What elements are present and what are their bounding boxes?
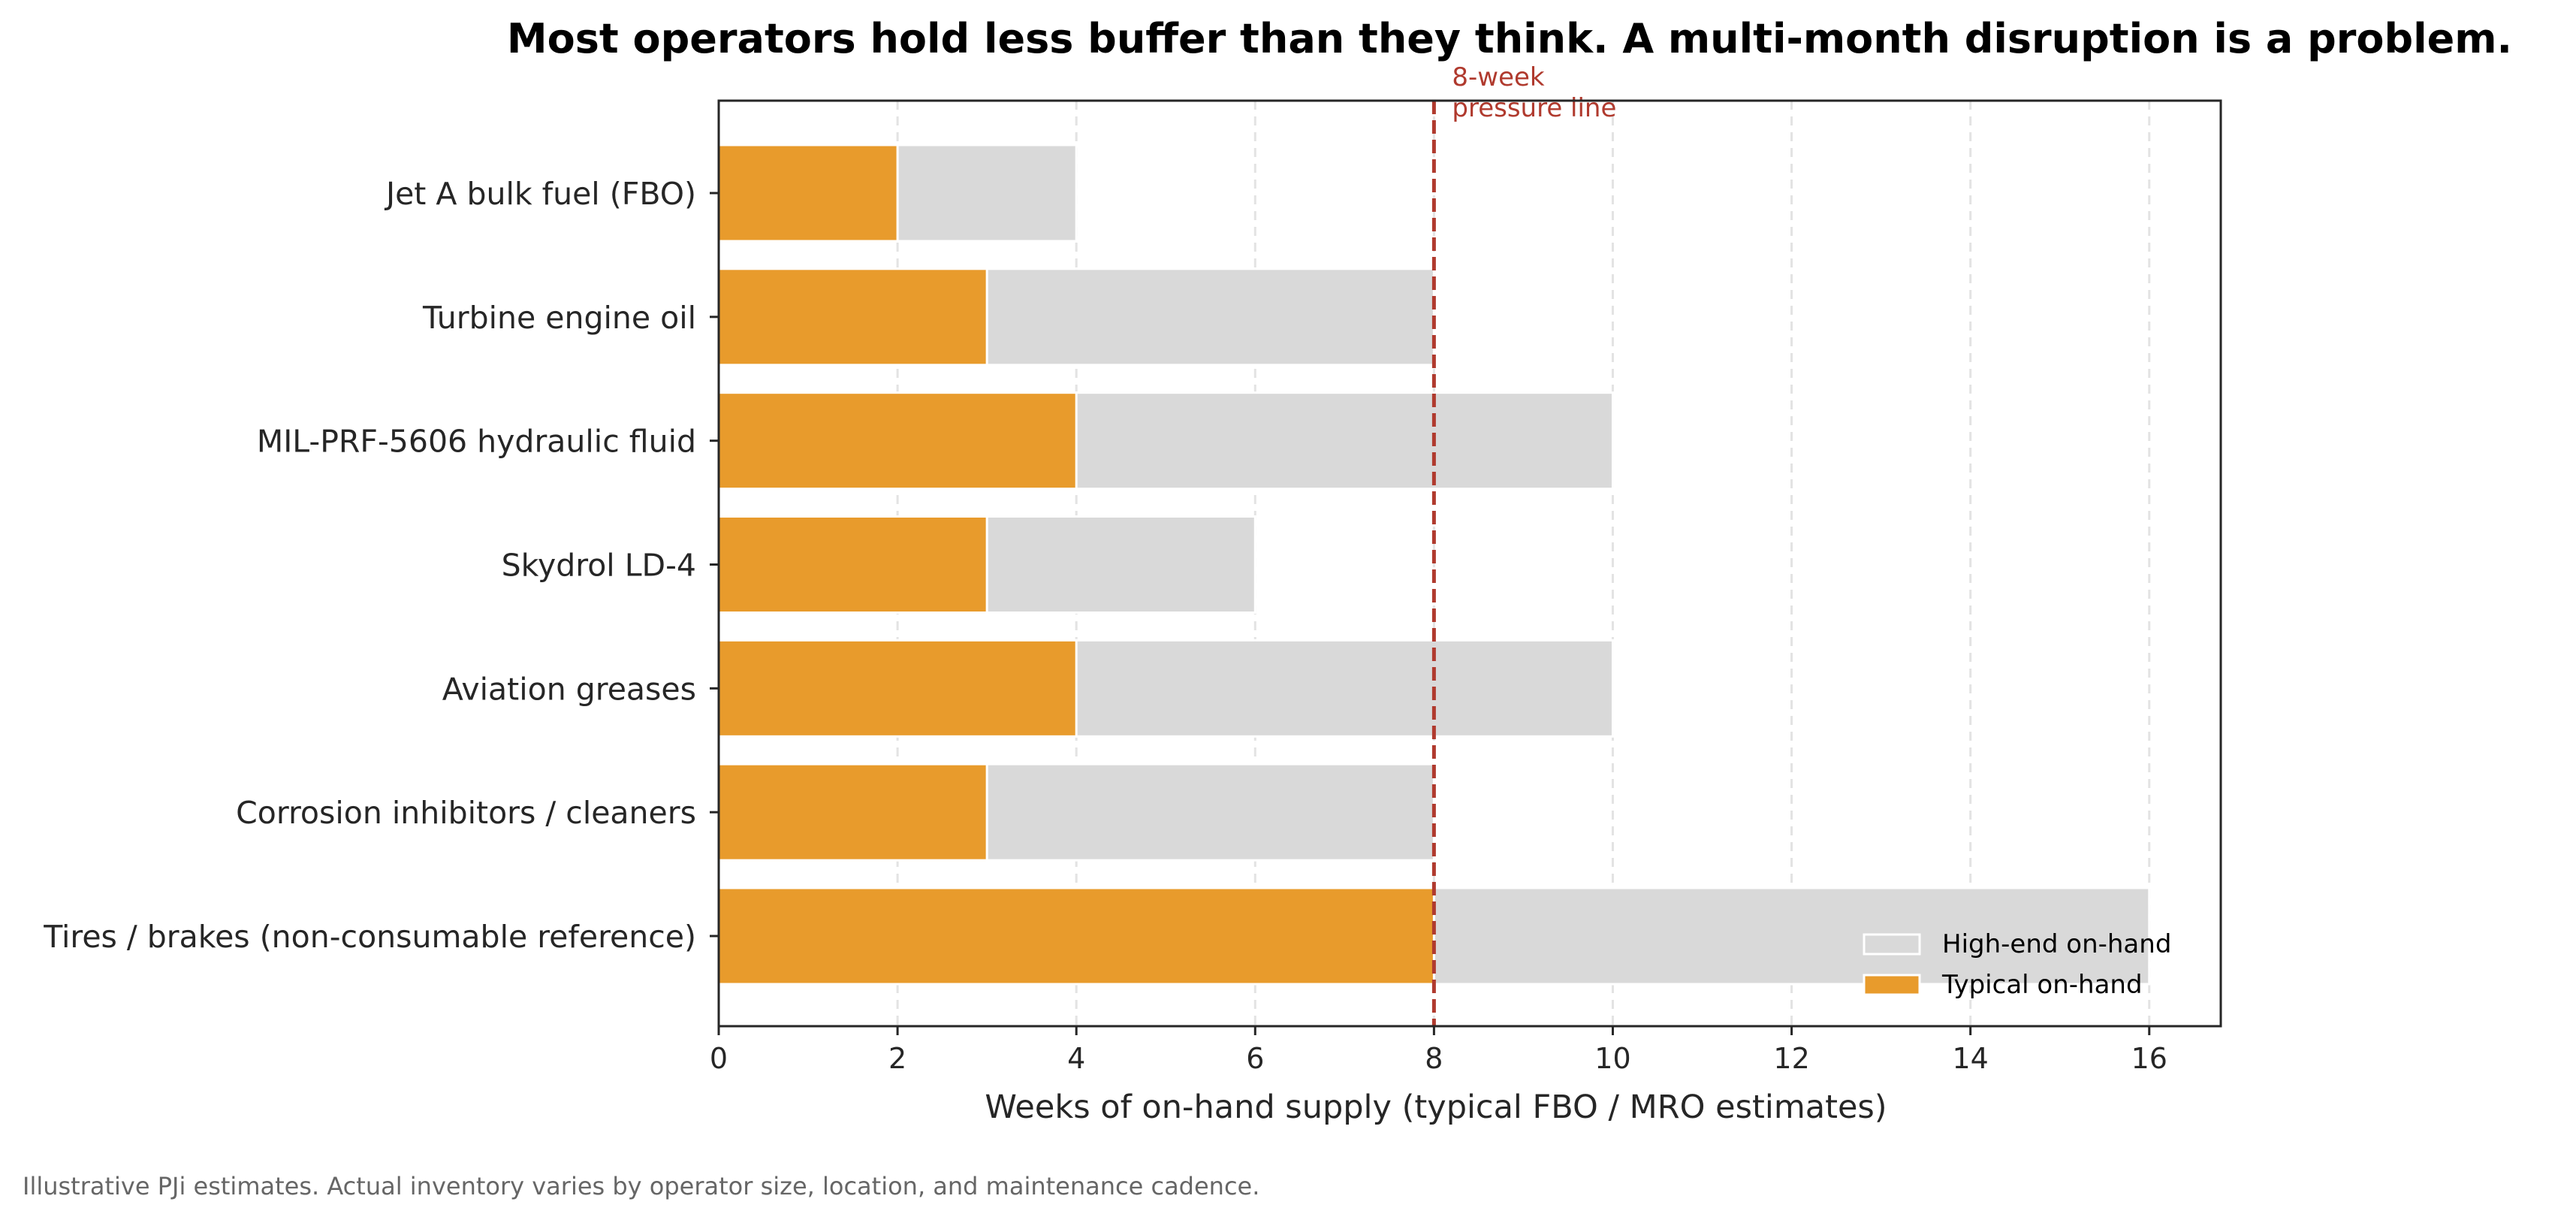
y-tick-label: Corrosion inhibitors / cleaners (236, 795, 696, 831)
legend-swatch-1 (1863, 974, 1921, 996)
x-tick-label: 4 (1067, 1042, 1085, 1075)
bars-layer (717, 143, 2151, 986)
bar-typical-6 (717, 886, 1435, 986)
axes-layer: Jet A bulk fuel (FBO) Turbine engine oil M… (43, 99, 2222, 1075)
y-tick-label: Turbine engine oil (422, 300, 696, 336)
bar-typical-0 (717, 143, 899, 243)
x-tick-label: 12 (1773, 1042, 1809, 1075)
x-tick-label: 10 (1594, 1042, 1630, 1075)
bar-typical-5 (717, 762, 988, 862)
reference-line-label: 8-week (1452, 62, 1545, 92)
bar-typical-2 (717, 391, 1078, 491)
legend-label-0: High-end on-hand (1942, 929, 2171, 959)
reference-line-label: pressure line (1452, 93, 1616, 123)
footnote: Illustrative PJi estimates. Actual inven… (23, 1172, 1259, 1200)
x-tick-label: 0 (710, 1042, 728, 1075)
legend: High-end on-hand Typical on-hand (1863, 929, 2171, 1000)
legend-swatch-0 (1863, 933, 1921, 956)
y-tick-label: Skydrol LD-4 (502, 548, 696, 584)
chart-title: Most operators hold less buffer than the… (507, 15, 2512, 62)
bar-typical-3 (717, 515, 988, 614)
x-tick-label: 16 (2131, 1042, 2167, 1075)
x-tick-label: 2 (888, 1042, 906, 1075)
legend-label-1: Typical on-hand (1941, 970, 2143, 1000)
x-tick-label: 6 (1246, 1042, 1264, 1075)
y-tick-label: Jet A bulk fuel (FBO) (384, 176, 696, 212)
x-axis-label: Weeks of on-hand supply (typical FBO / M… (985, 1089, 1887, 1126)
bar-typical-4 (717, 639, 1078, 738)
x-tick-label: 14 (1952, 1042, 1988, 1075)
y-tick-label: Aviation greases (442, 671, 696, 707)
plot-frame (717, 99, 2222, 1028)
bar-typical-1 (717, 267, 988, 367)
x-tick-label: 8 (1425, 1042, 1443, 1075)
y-tick-label: Tires / brakes (non-consumable reference… (43, 919, 696, 955)
y-tick-label: MIL-PRF-5606 hydraulic fluid (257, 424, 696, 460)
